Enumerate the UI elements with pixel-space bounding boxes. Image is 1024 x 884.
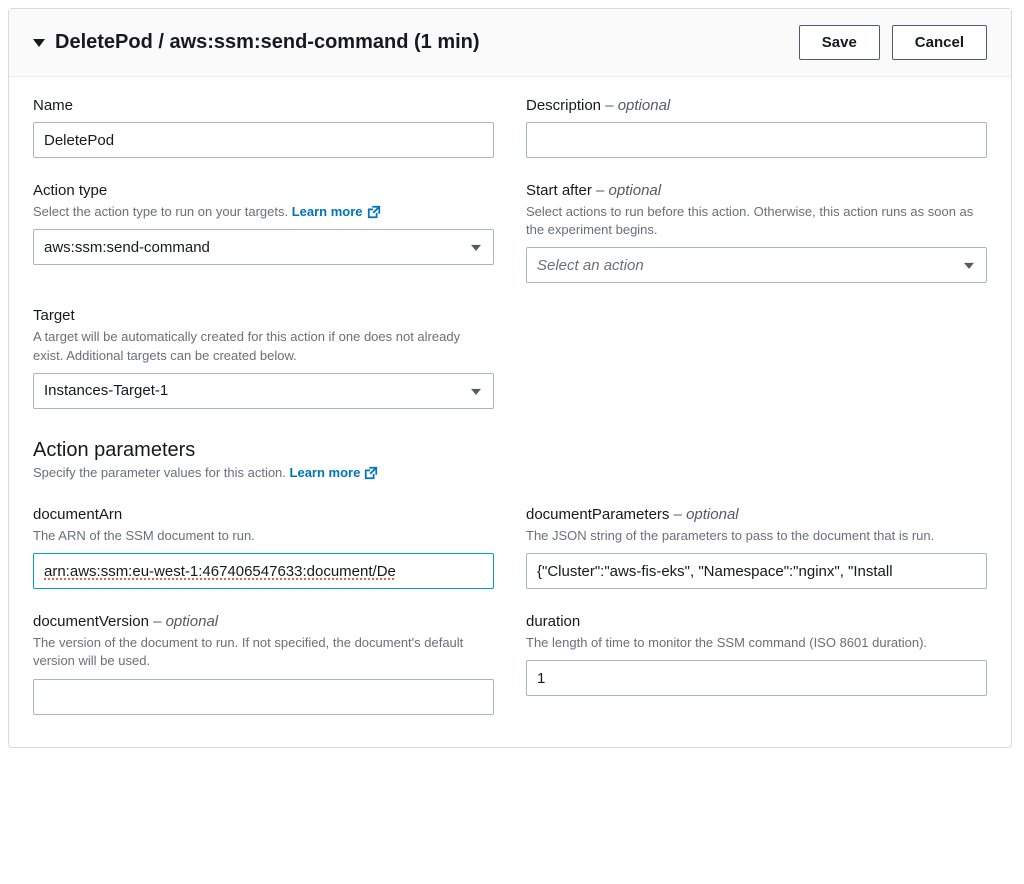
start-after-select[interactable]: Select an action: [526, 247, 987, 283]
name-label: Name: [33, 97, 494, 114]
documentParameters-label-text: documentParameters: [526, 506, 669, 523]
chevron-down-icon: [471, 389, 481, 395]
target-label: Target: [33, 307, 494, 324]
field-start-after: Start after – optional Select actions to…: [526, 182, 987, 283]
start-after-label-text: Start after: [526, 182, 592, 199]
field-action-type: Action type Select the action type to ru…: [33, 182, 494, 283]
documentParameters-input[interactable]: [526, 553, 987, 589]
action-type-label: Action type: [33, 182, 494, 199]
documentVersion-input[interactable]: [33, 679, 494, 715]
action-panel: DeletePod / aws:ssm:send-command (1 min)…: [8, 8, 1012, 748]
learn-more-text: Learn more: [290, 464, 361, 482]
action-type-learn-more-link[interactable]: Learn more: [292, 203, 381, 221]
documentVersion-label-text: documentVersion: [33, 613, 149, 630]
target-selected: Instances-Target-1: [44, 382, 168, 399]
chevron-down-icon: [471, 245, 481, 251]
name-input[interactable]: [33, 122, 494, 158]
action-parameters-helper-text: Specify the parameter values for this ac…: [33, 465, 286, 480]
documentParameters-helper: The JSON string of the parameters to pas…: [526, 527, 987, 545]
documentArn-helper: The ARN of the SSM document to run.: [33, 527, 494, 545]
start-after-optional: – optional: [592, 182, 661, 199]
cancel-button[interactable]: Cancel: [892, 25, 987, 60]
external-link-icon: [364, 466, 378, 480]
action-type-select[interactable]: aws:ssm:send-command: [33, 229, 494, 265]
target-helper: A target will be automatically created f…: [33, 328, 494, 364]
action-parameters-learn-more-link[interactable]: Learn more: [290, 464, 379, 482]
save-button[interactable]: Save: [799, 25, 880, 60]
duration-label: duration: [526, 613, 987, 630]
documentParameters-optional: – optional: [669, 506, 738, 523]
documentArn-input[interactable]: [33, 553, 494, 589]
description-optional: – optional: [601, 97, 670, 114]
field-documentVersion: documentVersion – optional The version o…: [33, 613, 494, 714]
description-label: Description – optional: [526, 97, 987, 114]
action-parameters-helper: Specify the parameter values for this ac…: [33, 464, 987, 482]
section-action-parameters: Action parameters Specify the parameter …: [33, 433, 987, 482]
action-type-helper-text: Select the action type to run on your ta…: [33, 204, 288, 219]
external-link-icon: [367, 205, 381, 219]
field-documentParameters: documentParameters – optional The JSON s…: [526, 506, 987, 589]
start-after-placeholder: Select an action: [537, 257, 644, 274]
learn-more-text: Learn more: [292, 203, 363, 221]
documentVersion-helper: The version of the document to run. If n…: [33, 634, 494, 670]
target-select[interactable]: Instances-Target-1: [33, 373, 494, 409]
panel-title-wrap: DeletePod / aws:ssm:send-command (1 min): [33, 31, 480, 54]
documentVersion-optional: – optional: [149, 613, 218, 630]
panel-body: Name Description – optional Action type …: [9, 77, 1011, 747]
action-type-selected: aws:ssm:send-command: [44, 239, 210, 256]
field-name: Name: [33, 97, 494, 158]
start-after-helper: Select actions to run before this action…: [526, 203, 987, 239]
duration-input[interactable]: [526, 660, 987, 696]
collapse-caret-icon[interactable]: [33, 39, 45, 47]
field-duration: duration The length of time to monitor t…: [526, 613, 987, 714]
panel-header: DeletePod / aws:ssm:send-command (1 min)…: [9, 9, 1011, 77]
field-documentArn: documentArn The ARN of the SSM document …: [33, 506, 494, 589]
start-after-label: Start after – optional: [526, 182, 987, 199]
description-input[interactable]: [526, 122, 987, 158]
chevron-down-icon: [964, 263, 974, 269]
documentArn-label: documentArn: [33, 506, 494, 523]
field-target: Target A target will be automatically cr…: [33, 307, 494, 408]
action-type-helper: Select the action type to run on your ta…: [33, 203, 494, 221]
spacer: [526, 307, 987, 408]
panel-title: DeletePod / aws:ssm:send-command (1 min): [55, 31, 480, 54]
action-parameters-title: Action parameters: [33, 439, 987, 462]
documentParameters-label: documentParameters – optional: [526, 506, 987, 523]
duration-helper: The length of time to monitor the SSM co…: [526, 634, 987, 652]
documentVersion-label: documentVersion – optional: [33, 613, 494, 630]
description-label-text: Description: [526, 97, 601, 114]
header-buttons: Save Cancel: [799, 25, 987, 60]
field-description: Description – optional: [526, 97, 987, 158]
